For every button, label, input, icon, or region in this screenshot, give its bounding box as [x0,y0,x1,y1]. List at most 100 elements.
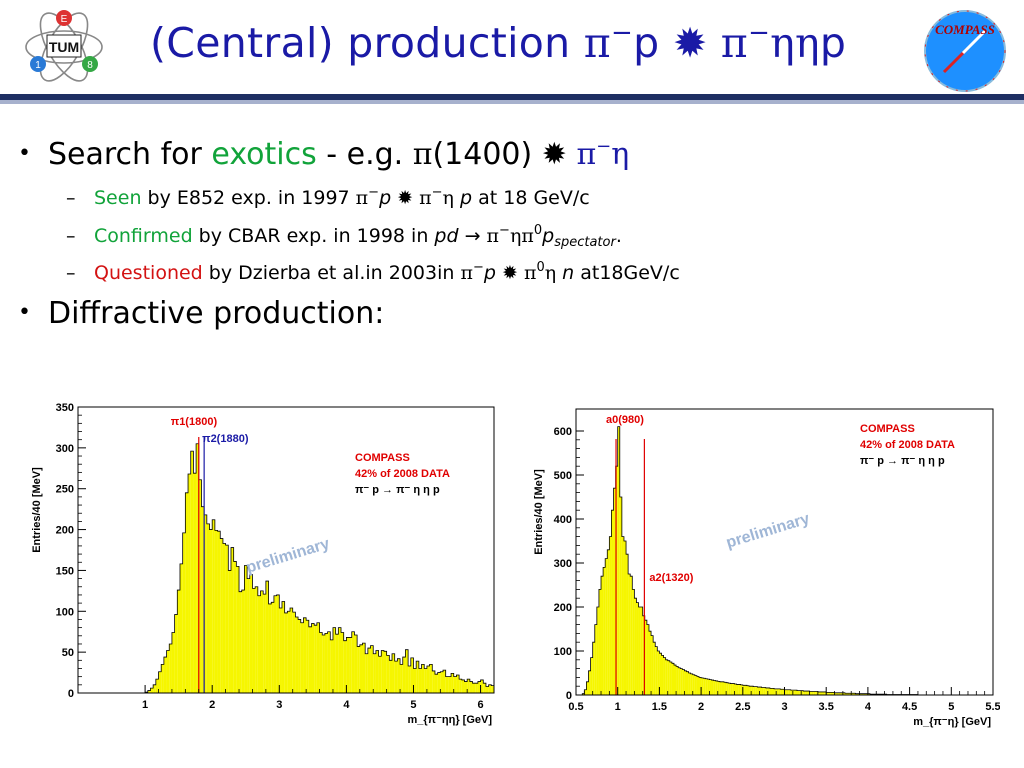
histogram-bin [626,554,629,695]
histogram-bin [826,692,829,695]
histogram-bin [582,693,585,695]
histogram-bin [472,683,476,693]
x-tick-label: 4 [865,701,872,713]
histogram-bin [421,664,425,693]
compass-logo: COMPASS [924,10,1006,92]
histogram-bin [405,649,409,693]
histogram-bin [150,688,154,693]
histogram-bin [790,690,793,695]
resonance-label: π1(1800) [171,416,218,428]
histogram-bin [432,670,435,693]
histogram-bin [713,680,716,695]
histogram-bin [817,691,820,695]
histogram-bin [659,653,662,695]
p-symbol: p [379,187,392,209]
histogram-bin [707,679,710,695]
histogram-bin [349,637,352,693]
histogram-bin [402,657,406,693]
histogram-bin [765,687,768,695]
histogram-bin [736,684,739,695]
histogram-bin [252,588,256,693]
histogram-bin [667,660,670,695]
tum-letter-1: 1 [35,60,41,71]
histogram-bin [179,563,183,693]
histogram-bin [717,681,720,695]
histogram-bin [734,684,737,695]
histogram-bin [204,514,207,693]
sub-bullet-questioned: – Questioned by Dzierba et al.in 2003in π… [66,260,680,284]
histogram-svg: 0 50 100 150 200 250 300 350 1 2 3 4 5 6 Entries/40 [M… [31,402,495,726]
histogram-bin [177,590,180,693]
histogram-outline [580,426,925,696]
histogram-bin [335,634,339,693]
histogram-bin [803,691,806,695]
histogram-bin [440,671,444,693]
histogram-bin [855,693,858,695]
decay-arrow-icon: ✹ [391,187,420,209]
histogram-bin [161,664,164,693]
x-tick-label: 5 [948,701,954,713]
histogram-bin [437,672,441,693]
histogram-bin [375,650,379,693]
histogram-bin [241,590,245,693]
legend-entry: π⁻ p → π⁻ η η p [860,455,945,467]
histogram-bin [198,479,202,693]
histogram-bin [174,614,178,693]
pi-symbol: π [460,262,473,284]
histogram-bin [588,670,591,695]
histogram-bin [786,689,789,695]
exotics-word: exotics [211,137,317,172]
histogram-bin [416,661,419,693]
y-tick-label: 250 [56,484,74,496]
histogram-bin [483,683,486,693]
sub-bullet-text: . [615,225,622,247]
bullet-dot: • [18,141,31,166]
histogram-bin [311,623,315,693]
histogram-bin [740,684,743,695]
sub-bullet-dash: – [66,225,76,247]
histogram-bin [443,670,446,693]
histogram-bin [196,443,199,693]
histogram-bin [461,679,465,693]
histogram-bin [456,675,460,693]
histogram-bin [751,686,754,695]
title-pi2: π [707,19,749,67]
histogram-bin [341,632,344,693]
legend-entry: π⁻ p → π⁻ η η p [355,484,440,496]
resonance-label: a0(980) [606,414,644,426]
histogram-bin [696,676,700,695]
histogram-bin [809,691,812,695]
histogram-bin [861,693,864,695]
histogram-bin [596,607,599,695]
histogram-bin [632,589,635,695]
pi-symbol: π [521,225,534,247]
histogram-bin [217,531,221,693]
histogram-bin [844,693,848,695]
histogram-bin [469,681,473,693]
histogram-bin [630,576,633,695]
y-tick-label: 300 [554,558,572,570]
histogram-bin [646,624,649,695]
histogram-bin [590,657,593,695]
histogram-outline [144,443,494,693]
bullet-dot: • [18,300,31,325]
y-tick-label: 600 [554,426,572,438]
plot-frame [77,406,495,694]
histogram-bin [263,594,266,693]
pi-symbol: π [523,262,537,284]
histogram-bin [678,667,681,695]
histogram-bin [721,681,725,695]
eta-symbol: η [442,187,460,209]
histogram-bin [163,657,167,693]
x-tick-label: 1 [615,701,621,713]
histogram-bin [308,626,312,693]
histogram-bin [491,685,494,693]
histogram-bin [367,648,371,693]
histogram-bin [201,506,205,693]
histogram-bin [171,632,175,693]
title-etaeta: ηη [770,19,820,67]
histogram-bin [611,510,614,695]
x-tick-label: 3 [781,701,787,713]
questioned-word: Questioned [94,262,203,284]
histogram-bin [609,536,612,695]
